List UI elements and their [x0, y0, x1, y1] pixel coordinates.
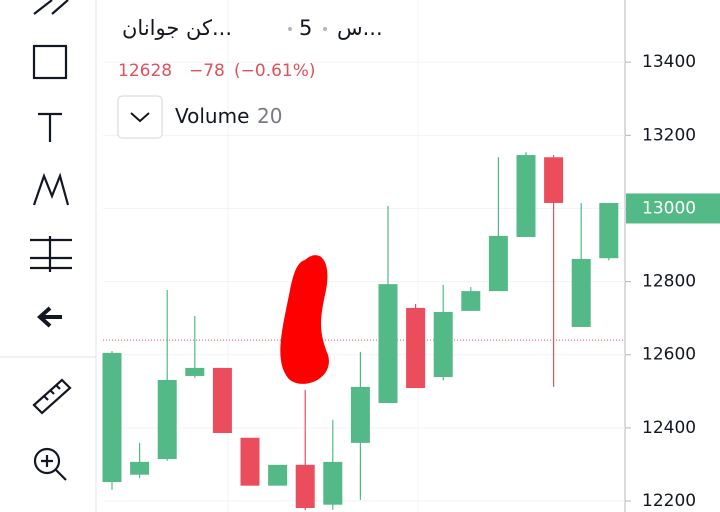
y-tick-label: 12800: [642, 272, 696, 292]
candle-body: [130, 461, 150, 475]
separator-dot: [323, 27, 327, 31]
legend-change: −78: [189, 61, 225, 81]
candle-body: [323, 461, 343, 505]
legend-change-percent: (−0.61%): [234, 61, 316, 81]
candle-body: [212, 367, 232, 434]
y-tick-label: 13400: [642, 52, 696, 72]
candle-body: [295, 464, 315, 508]
candle-body: [461, 291, 481, 311]
tool-lines[interactable]: [33, 0, 69, 15]
candle-body: [433, 311, 453, 378]
candle-body: [102, 352, 122, 483]
toolbar: [0, 0, 96, 512]
symbol-name-part: ...س: [337, 16, 383, 40]
candle-body: [599, 202, 619, 259]
candle-body: [268, 464, 288, 486]
tool-fib[interactable]: [30, 236, 72, 272]
chevron: [130, 112, 150, 123]
last-price-box: [626, 193, 720, 224]
candle-body: [406, 307, 426, 389]
candle-body: [350, 386, 370, 443]
candle-body: [157, 379, 177, 459]
tool-back[interactable]: [37, 306, 62, 328]
candle-body: [488, 235, 508, 292]
y-tick-label: 12200: [642, 491, 696, 511]
tool-zoom-plus[interactable]: [41, 455, 67, 481]
legend-price: 12628: [118, 61, 173, 81]
last-price-label: 13000: [642, 198, 696, 218]
candle-body: [516, 155, 536, 237]
candle-body: [185, 367, 205, 376]
tool-pattern[interactable]: [32, 172, 70, 206]
candle-body: [378, 284, 398, 404]
candle-body: [571, 258, 591, 327]
tool-zoom[interactable]: [33, 447, 61, 475]
y-tick-label: 12600: [642, 345, 696, 365]
indicator-toggle[interactable]: [117, 95, 163, 139]
tool-rect[interactable]: [32, 44, 68, 80]
candle-body: [240, 437, 260, 486]
tool-ruler[interactable]: [32, 378, 72, 415]
indicator-name: Volume: [175, 104, 250, 128]
symbol-name: ...کن جوانان: [122, 16, 233, 40]
y-tick-label: 12400: [642, 418, 696, 438]
interval: 5: [299, 16, 313, 40]
separator-dot: [288, 27, 292, 31]
y-tick-label: 13200: [642, 125, 696, 145]
freehand-drawing: [280, 255, 329, 384]
tool-text[interactable]: [38, 112, 62, 142]
candle-body: [544, 157, 564, 203]
indicator-length: 20: [257, 104, 283, 128]
